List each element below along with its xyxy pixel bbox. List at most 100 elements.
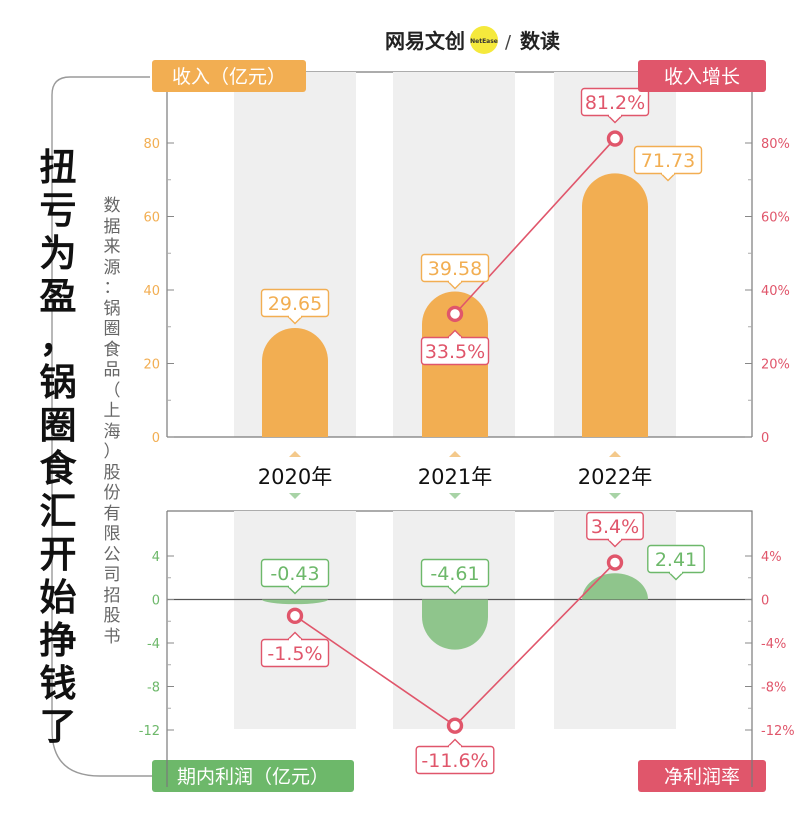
profit-value-label: -4.61 xyxy=(430,563,479,585)
char: 盈 xyxy=(39,275,77,318)
net-margin-point xyxy=(286,607,304,625)
revenue-axis-title-tab xyxy=(152,60,306,92)
top-right-tick-label: 80% xyxy=(761,137,790,152)
source-note: 数据来源：锅圈食品（上海）股份有限公司招股书 xyxy=(100,196,124,647)
char: （ xyxy=(103,380,121,401)
bracket-line xyxy=(51,76,152,777)
revenue-value-label-tail xyxy=(660,173,676,182)
year-up-arrow xyxy=(289,451,301,457)
revenue-value-label-tail xyxy=(287,316,303,325)
net-margin-title: 净利润率 xyxy=(664,766,740,788)
revenue-growth-point xyxy=(606,130,624,147)
top-right-tick-label: 40% xyxy=(761,284,790,299)
char: 了 xyxy=(39,705,77,748)
revenue-growth-label-tail xyxy=(607,115,623,124)
bottom-right-tick-label: -12% xyxy=(761,724,795,739)
net-margin-title-tab xyxy=(638,760,766,792)
char: 股 xyxy=(103,462,121,483)
revenue-growth-label-tail xyxy=(447,329,463,338)
bottom-right-tick-label: 0 xyxy=(761,594,769,609)
year-label: 2022年 xyxy=(578,465,652,489)
char: 书 xyxy=(103,626,121,647)
net-margin-point xyxy=(446,717,464,734)
revenue-value-label: 29.65 xyxy=(268,293,322,315)
net-margin-label-tail xyxy=(287,631,303,640)
char: 公 xyxy=(103,544,121,565)
year-down-arrow xyxy=(289,493,301,499)
char: 亏 xyxy=(39,189,77,232)
bottom-right-tick-label: 4% xyxy=(761,550,782,565)
revenue-value-label: 71.73 xyxy=(641,150,695,172)
char: 份 xyxy=(103,483,121,503)
char: 司 xyxy=(103,565,121,585)
char: 挣 xyxy=(39,619,77,662)
char: 圈 xyxy=(103,319,121,339)
char: 扭 xyxy=(39,146,77,189)
bottom-left-tick-label: -8 xyxy=(147,681,160,696)
char: 海 xyxy=(103,421,121,442)
revenue-growth-label: 33.5% xyxy=(425,341,485,363)
net-margin-label: 3.4% xyxy=(591,516,639,538)
char: ， xyxy=(39,318,77,361)
profit-value-label-tail xyxy=(287,586,303,595)
char: 开 xyxy=(39,533,77,576)
bottom-left-tick-label: -4 xyxy=(147,637,160,652)
year-label: 2020年 xyxy=(258,465,332,489)
char: 食 xyxy=(39,447,77,490)
revenue-value-label: 39.58 xyxy=(428,258,482,280)
char: 源 xyxy=(103,257,121,278)
profit-value-label: 2.41 xyxy=(655,549,697,571)
bottom-left-tick-label: 0 xyxy=(152,594,160,609)
char: ： xyxy=(103,278,121,298)
char: 始 xyxy=(39,576,77,619)
brand-badge-text: NetEase xyxy=(470,38,498,45)
year-down-arrow xyxy=(449,493,461,499)
year-label: 2021年 xyxy=(418,465,492,489)
revenue-bar xyxy=(262,328,328,437)
brand-sub: 数读 xyxy=(520,29,560,53)
profit-value-label: -0.43 xyxy=(270,563,319,585)
net-margin-label: -11.6% xyxy=(421,750,488,772)
char: 为 xyxy=(39,232,77,275)
char: 品 xyxy=(103,360,121,380)
revenue-growth-title-tab xyxy=(638,60,766,92)
top-left-tick-label: 0 xyxy=(152,431,160,446)
bottom-panel-frame xyxy=(166,510,753,787)
revenue-growth-line xyxy=(454,138,616,315)
top-left-tick-label: 40 xyxy=(143,284,160,299)
profit-value-label-tail xyxy=(668,572,684,581)
bottom-right-tick-label: -4% xyxy=(761,637,786,652)
revenue-growth-title: 收入增长 xyxy=(664,66,740,88)
char: 钱 xyxy=(39,662,77,705)
revenue-bar xyxy=(582,173,648,437)
profit-axis-title-tab xyxy=(152,760,354,792)
char: 来 xyxy=(103,237,121,257)
bottom-left-tick-label: -12 xyxy=(139,724,160,739)
page-title: 扭亏为盈，锅圈食汇开始挣钱了 xyxy=(34,146,82,748)
top-left-tick-label: 60 xyxy=(143,211,160,226)
net-margin-point xyxy=(606,554,624,571)
bottom-right-tick-label: -8% xyxy=(761,681,786,696)
profit-axis-title: 期内利润（亿元） xyxy=(177,766,329,788)
net-margin-label-tail xyxy=(607,539,623,548)
char: 据 xyxy=(103,216,121,237)
char: 汇 xyxy=(39,490,77,533)
char: ） xyxy=(103,442,121,462)
char: 锅 xyxy=(103,298,121,319)
char: 限 xyxy=(103,524,121,544)
char: 有 xyxy=(103,503,121,524)
profit-value-label-tail xyxy=(447,586,463,595)
char: 锅 xyxy=(39,361,77,404)
revenue-axis-title: 收入（亿元） xyxy=(172,66,286,88)
char: 食 xyxy=(103,339,121,360)
brand-name: 网易文创 xyxy=(385,29,465,53)
char: 股 xyxy=(103,606,121,626)
profit-bar xyxy=(262,599,328,605)
top-left-tick-label: 80 xyxy=(143,137,160,152)
revenue-growth-label: 81.2% xyxy=(585,92,645,114)
revenue-value-label-tail xyxy=(447,281,463,290)
revenue-growth-point xyxy=(446,305,464,323)
char: 圈 xyxy=(39,404,77,447)
